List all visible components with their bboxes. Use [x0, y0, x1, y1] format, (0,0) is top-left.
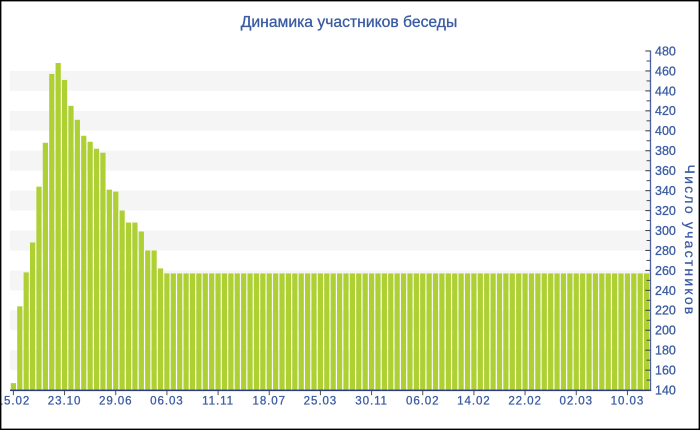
- svg-text:420: 420: [655, 104, 676, 118]
- svg-text:460: 460: [655, 64, 676, 78]
- svg-text:340: 340: [655, 184, 676, 198]
- svg-text:320: 320: [655, 204, 676, 218]
- svg-text:220: 220: [655, 304, 676, 318]
- svg-text:30.11: 30.11: [355, 394, 388, 407]
- svg-text:280: 280: [655, 244, 676, 258]
- svg-text:240: 240: [655, 284, 676, 298]
- svg-text:25.03: 25.03: [304, 394, 338, 407]
- svg-text:Число участников: Число участников: [682, 165, 698, 317]
- svg-text:Динамика участников беседы: Динамика участников беседы: [241, 14, 457, 31]
- svg-text:10.03: 10.03: [611, 394, 645, 407]
- svg-text:23.10: 23.10: [48, 394, 82, 407]
- svg-text:06.02: 06.02: [406, 394, 440, 407]
- svg-text:260: 260: [655, 264, 676, 278]
- svg-text:140: 140: [655, 384, 676, 398]
- svg-text:11.11: 11.11: [202, 394, 234, 407]
- svg-text:200: 200: [655, 324, 676, 338]
- svg-text:02.03: 02.03: [559, 394, 593, 407]
- svg-text:06.03: 06.03: [150, 394, 184, 407]
- svg-text:160: 160: [655, 364, 676, 378]
- svg-text:380: 380: [655, 144, 676, 158]
- svg-text:29.06: 29.06: [99, 394, 133, 407]
- svg-text:440: 440: [655, 84, 676, 98]
- svg-text:18.07: 18.07: [252, 394, 286, 407]
- svg-text:300: 300: [655, 224, 676, 238]
- svg-text:400: 400: [655, 124, 676, 138]
- svg-text:360: 360: [655, 164, 676, 178]
- svg-text:22.02: 22.02: [508, 394, 542, 407]
- svg-text:15.02: 15.02: [0, 394, 30, 407]
- svg-text:14.02: 14.02: [457, 394, 491, 407]
- svg-text:480: 480: [655, 44, 676, 58]
- svg-text:180: 180: [655, 344, 676, 358]
